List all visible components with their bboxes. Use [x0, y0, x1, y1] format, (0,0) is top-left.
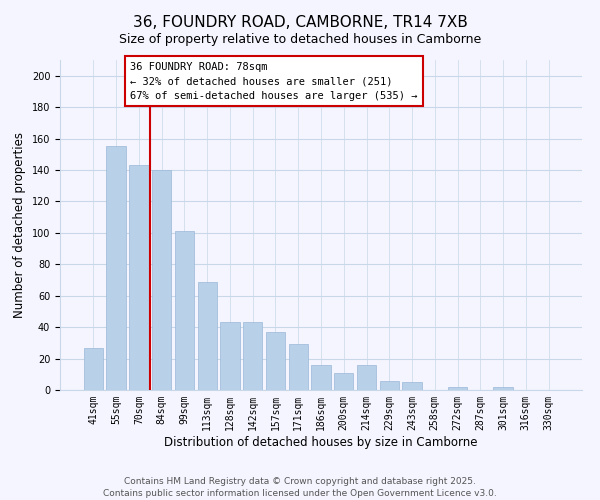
Bar: [197, 282, 217, 390]
Bar: [380, 380, 399, 390]
Bar: [152, 170, 172, 390]
Bar: [289, 344, 308, 390]
Text: 36 FOUNDRY ROAD: 78sqm
← 32% of detached houses are smaller (251)
67% of semi-de: 36 FOUNDRY ROAD: 78sqm ← 32% of detached…: [130, 62, 418, 101]
Bar: [334, 372, 353, 390]
Bar: [311, 365, 331, 390]
Bar: [175, 232, 194, 390]
Y-axis label: Number of detached properties: Number of detached properties: [13, 132, 26, 318]
X-axis label: Distribution of detached houses by size in Camborne: Distribution of detached houses by size …: [164, 436, 478, 448]
Bar: [266, 332, 285, 390]
Text: Contains HM Land Registry data © Crown copyright and database right 2025.
Contai: Contains HM Land Registry data © Crown c…: [103, 476, 497, 498]
Bar: [493, 387, 513, 390]
Bar: [243, 322, 262, 390]
Bar: [448, 387, 467, 390]
Bar: [403, 382, 422, 390]
Bar: [220, 322, 239, 390]
Bar: [357, 365, 376, 390]
Text: Size of property relative to detached houses in Camborne: Size of property relative to detached ho…: [119, 32, 481, 46]
Text: 36, FOUNDRY ROAD, CAMBORNE, TR14 7XB: 36, FOUNDRY ROAD, CAMBORNE, TR14 7XB: [133, 15, 467, 30]
Bar: [84, 348, 103, 390]
Bar: [129, 166, 149, 390]
Bar: [106, 146, 126, 390]
